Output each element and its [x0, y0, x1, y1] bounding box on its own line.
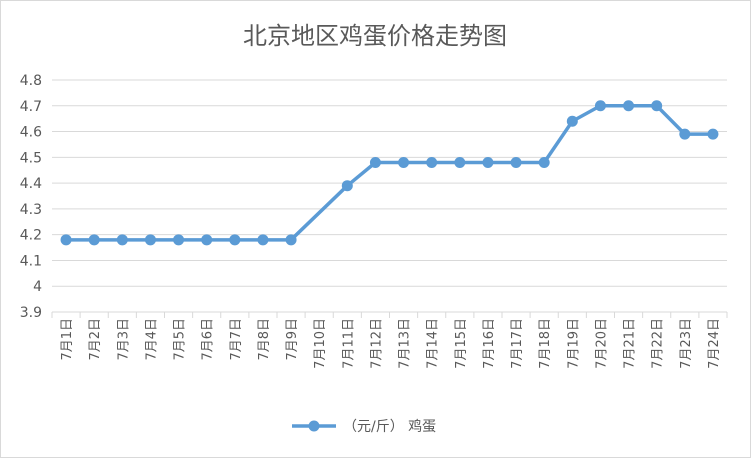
data-point: [623, 100, 635, 112]
data-point: [201, 234, 213, 246]
y-tick-label: 4.4: [20, 176, 42, 192]
data-point: [398, 156, 410, 168]
data-point: [144, 234, 156, 246]
x-tick-label: 7月17日: [510, 318, 525, 369]
x-tick-label: 7月23日: [679, 318, 694, 369]
data-point: [88, 234, 100, 246]
x-tick-label: 7月20日: [594, 318, 609, 369]
data-point: [679, 128, 691, 140]
data-point: [482, 156, 494, 168]
y-tick-label: 4.2: [20, 228, 42, 244]
legend-label: （元/斤） 鸡蛋: [343, 418, 436, 435]
chart-title: 北京地区鸡蛋价格走势图: [243, 22, 507, 50]
series-line: [64, 104, 715, 242]
data-point: [257, 234, 269, 246]
data-point: [510, 156, 522, 168]
legend-marker: [308, 420, 320, 432]
data-point: [173, 234, 185, 246]
data-point: [116, 234, 128, 246]
data-point: [60, 234, 72, 246]
data-point: [369, 156, 381, 168]
y-tick-label: 4.7: [20, 99, 42, 115]
x-tick-label: 7月21日: [623, 318, 638, 369]
data-point: [341, 180, 353, 192]
y-tick-label: 3.9: [20, 305, 42, 321]
x-tick-label: 7月5日: [173, 318, 188, 361]
y-tick-label: 4.6: [20, 125, 42, 141]
x-tick-label: 7月4日: [144, 318, 159, 361]
x-tick-label: 7月11日: [341, 318, 356, 369]
x-tick-label: 7月2日: [88, 318, 103, 361]
x-tick-label: 7月15日: [454, 318, 469, 369]
y-tick-label: 4: [33, 279, 42, 295]
data-point: [426, 156, 438, 168]
data-point: [651, 100, 663, 112]
y-tick-label: 4.5: [20, 150, 42, 166]
y-tick-label: 4.1: [20, 253, 42, 269]
x-tick-label: 7月18日: [538, 318, 553, 369]
x-tick-label: 7月14日: [426, 318, 441, 369]
gridlines: [52, 79, 727, 287]
x-tick-label: 7月3日: [116, 318, 131, 361]
x-axis-ticks: 7月1日 7月2日 7月3日 7月4日 7月5日 7月6日 7月7日 7月8日 7月9日 7月10…: [60, 318, 722, 369]
x-tick-label: 7月22日: [651, 318, 666, 369]
x-tick-label: 7月10日: [313, 318, 328, 369]
legend: （元/斤） 鸡蛋: [292, 418, 436, 435]
data-point: [594, 100, 606, 112]
x-tick-label: 7月1日: [60, 318, 75, 361]
x-tick-label: 7月8日: [257, 318, 272, 361]
x-tick-label: 7月9日: [285, 318, 300, 361]
data-point: [229, 234, 241, 246]
x-tick-label: 7月13日: [398, 318, 413, 369]
x-tick-label: 7月16日: [482, 318, 497, 369]
x-tick-label: 7月6日: [201, 318, 216, 361]
x-tick-label: 7月24日: [707, 318, 722, 369]
series-layer: [60, 100, 719, 246]
y-axis-ticks: 4.8 4.7 4.6 4.5 4.4 4.3 4.2 4.1 4 3.9: [20, 73, 42, 321]
data-point: [566, 115, 578, 127]
data-point: [454, 156, 466, 168]
x-tick-label: 7月12日: [369, 318, 384, 369]
y-tick-label: 4.8: [20, 73, 42, 89]
data-point: [285, 234, 297, 246]
x-tick-label: 7月7日: [229, 318, 244, 361]
x-tick-label: 7月19日: [566, 318, 581, 369]
x-axis: [51, 311, 728, 318]
y-tick-label: 4.3: [20, 202, 42, 218]
data-point: [538, 156, 550, 168]
data-point: [707, 128, 719, 140]
